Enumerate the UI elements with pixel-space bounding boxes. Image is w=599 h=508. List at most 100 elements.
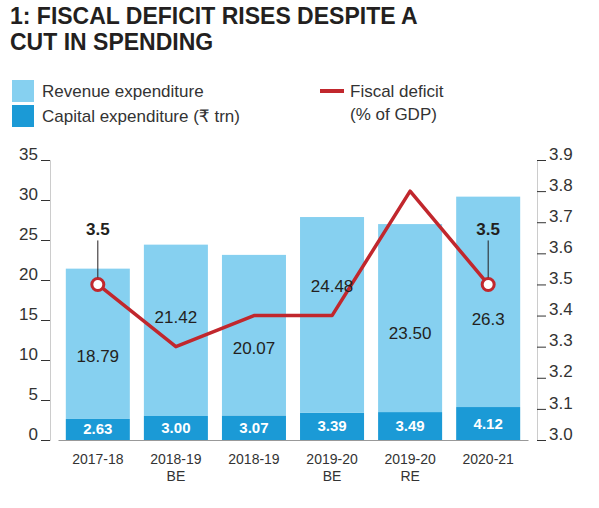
y2-tick: 3.4: [537, 300, 573, 319]
y2-tick: 3.6: [537, 238, 573, 257]
bar: [378, 412, 442, 440]
y-tick: 10: [19, 345, 50, 364]
bar: [222, 415, 286, 440]
x-tick: 2018-19: [228, 451, 280, 467]
x-tick: 2020-21: [462, 451, 514, 467]
y2-tick: 3.5: [537, 269, 573, 288]
y2-tick-label: 3.3: [549, 331, 573, 350]
y2-tick-mark: [537, 253, 546, 254]
bar: [456, 197, 520, 407]
y-tick-mark: [41, 240, 50, 241]
legend-label: Capital expenditure (₹ trn): [42, 107, 240, 126]
y2-tick-mark: [537, 347, 546, 348]
y-tick-mark: [41, 280, 50, 281]
x-axis-line: [59, 440, 529, 441]
y-tick-mark: [41, 440, 50, 441]
bar-label: 2.63: [83, 420, 112, 437]
y2-tick: 3.3: [537, 331, 573, 350]
x-tick-label: 2018-19BE: [150, 451, 202, 484]
y2-tick-mark: [537, 409, 546, 410]
bar-label: 4.12: [474, 415, 503, 432]
legend-swatch: [12, 80, 34, 102]
bar: [222, 255, 286, 416]
y-tick-mark: [41, 200, 50, 201]
title: 1: FISCAL DEFICIT RISES DESPITE ACUT IN …: [10, 3, 418, 55]
line: [98, 191, 488, 347]
legend-swatch: [320, 89, 344, 93]
bar-label: 24.48: [311, 277, 354, 296]
bar-label: 23.50: [389, 324, 432, 343]
bar-label: 3.39: [317, 417, 346, 434]
background: [0, 0, 599, 508]
y2-tick-label: 3.2: [549, 362, 573, 381]
y-tick-mark: [41, 400, 50, 401]
y2-tick-label: 3.7: [549, 207, 573, 226]
y2-tick-label: 3.6: [549, 238, 573, 257]
bar-label: 20.07: [233, 339, 276, 358]
y2-tick-mark: [537, 160, 546, 161]
data-labels: 2.6318.793.0021.423.0720.073.3924.483.49…: [77, 220, 505, 437]
plot-area: [66, 191, 520, 440]
y-tick: 5: [29, 385, 50, 404]
y2-tick: 3.7: [537, 207, 573, 226]
x-tick-label: 2019-20RE: [384, 451, 436, 484]
bar-label: 3.49: [396, 417, 425, 434]
x-tick-label: 2017-18: [72, 451, 124, 467]
y-tick-label: 0: [29, 425, 38, 444]
x-tick-label: 2018-19: [228, 451, 280, 467]
legend-label: Fiscal deficit(% of GDP): [350, 82, 444, 124]
y2-tick-mark: [537, 284, 546, 285]
y-tick-label: 5: [29, 385, 38, 404]
x-tick: 2019-20RE: [384, 451, 436, 484]
y2-tick: 3.1: [537, 394, 573, 413]
x-tick: 2018-19BE: [150, 451, 202, 484]
y2-tick-mark: [537, 191, 546, 192]
legend: Revenue expenditureCapital expenditure (…: [12, 80, 444, 127]
line-marker: [92, 278, 104, 290]
y-tick-mark: [41, 160, 50, 161]
y2-tick: 3.0: [537, 425, 573, 444]
y-tick-label: 35: [19, 145, 38, 164]
line-label: 3.5: [86, 220, 110, 239]
y2-tick: 3.2: [537, 362, 573, 381]
y2-tick-label: 3.1: [549, 394, 573, 413]
bar-label: 26.3: [472, 310, 505, 329]
y2-tick-label: 3.4: [549, 300, 573, 319]
y-tick: 30: [19, 185, 50, 204]
y-tick: 25: [19, 225, 50, 244]
y-tick-label: 10: [19, 345, 38, 364]
y2-axis-line: [538, 161, 547, 441]
y2-tick-label: 3.8: [549, 176, 573, 195]
y-tick: 0: [29, 425, 50, 444]
y-tick: 35: [19, 145, 50, 164]
y-tick-mark: [41, 320, 50, 321]
y-tick-label: 15: [19, 305, 38, 324]
x-tick: 2019-20BE: [306, 451, 358, 484]
y2-tick-mark: [537, 222, 546, 223]
y-tick: 20: [19, 265, 50, 284]
bar: [300, 413, 364, 440]
y2-tick-mark: [537, 378, 546, 379]
label-leader: [97, 240, 98, 277]
label-leader: [488, 240, 489, 277]
y2-tick-label: 3.5: [549, 269, 573, 288]
chart: 1: FISCAL DEFICIT RISES DESPITE ACUT IN …: [0, 0, 599, 508]
y-axis-line: [41, 161, 51, 441]
bar: [144, 416, 208, 440]
y2-axis: 3.0 3.1 3.2 3.3 3.4 3.5 3.6 3.7 3.8 3.9: [537, 145, 573, 444]
y-tick-label: 30: [19, 185, 38, 204]
line-label: 3.5: [476, 220, 500, 239]
y2-tick: 3.8: [537, 176, 573, 195]
x-tick-label: 2020-21: [462, 451, 514, 467]
y2-tick: 3.9: [537, 145, 573, 164]
bar: [66, 419, 130, 440]
y-tick-label: 25: [19, 225, 38, 244]
y-axis: 0 5 10 15 20 25 30 35: [19, 145, 50, 444]
x-tick-label: 2019-20BE: [306, 451, 358, 484]
y-tick-label: 20: [19, 265, 38, 284]
y2-tick-label: 3.9: [549, 145, 573, 164]
bar-label: 18.79: [77, 347, 120, 366]
y-tick: 15: [19, 305, 50, 324]
bar-label: 3.07: [239, 419, 268, 436]
bar: [378, 224, 442, 412]
